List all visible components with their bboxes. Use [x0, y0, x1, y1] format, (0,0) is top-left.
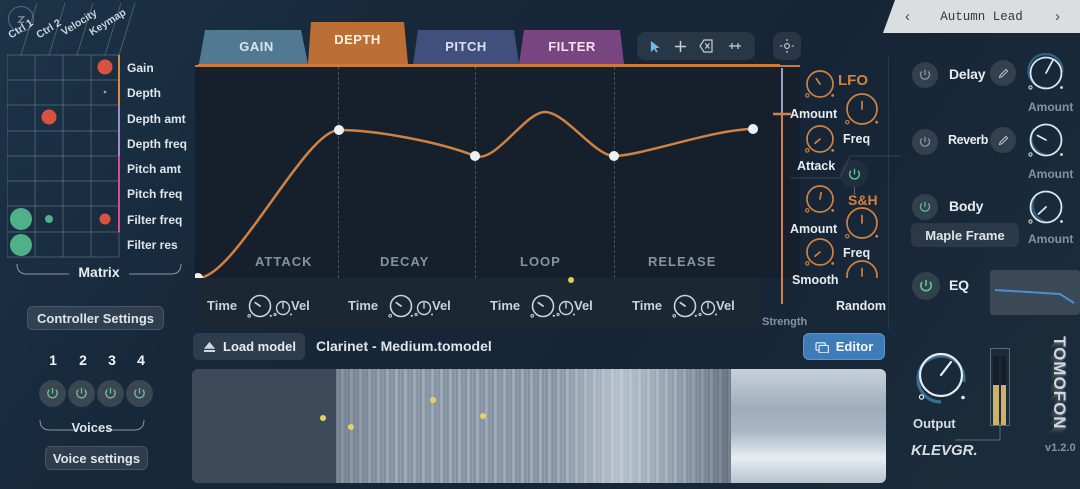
svg-text:Time: Time	[207, 298, 237, 313]
svg-text:Vel: Vel	[291, 298, 310, 313]
svg-text:Time: Time	[632, 298, 662, 313]
svg-text:Vel: Vel	[432, 298, 451, 313]
svg-text:Time: Time	[348, 298, 378, 313]
svg-text:Vel: Vel	[716, 298, 735, 313]
svg-text:Vel: Vel	[574, 298, 593, 313]
svg-text:Time: Time	[490, 298, 520, 313]
